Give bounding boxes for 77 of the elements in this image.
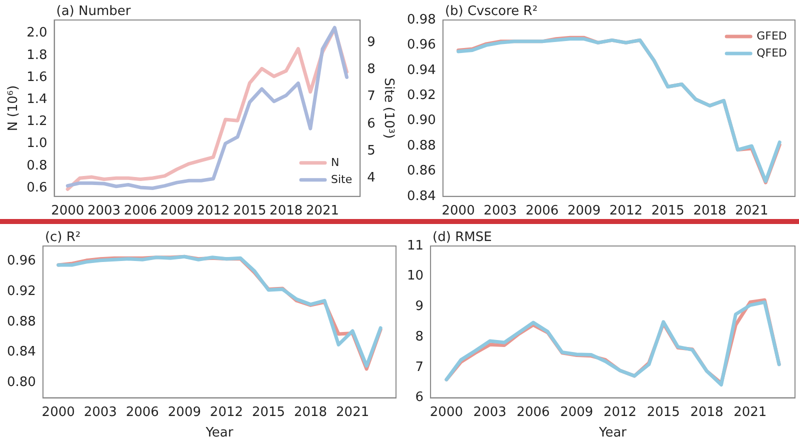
y-tick-label: 8 (415, 329, 424, 344)
y-tick-label: 2.0 (26, 26, 48, 41)
x-tick-label: 2009 (560, 404, 594, 420)
x-tick-label: 2012 (603, 404, 637, 420)
x-tick-label: 2021 (336, 404, 370, 420)
y-tick-label: 0.88 (6, 314, 36, 330)
y-tick-label: 0.8 (26, 158, 48, 174)
x-tick-label: 2018 (693, 204, 726, 219)
y2-axis-title: Site (10³) (380, 78, 396, 139)
x-tick-label: 2012 (196, 204, 230, 219)
x-tick-label: 2018 (294, 404, 328, 420)
y-tick-label: 1.6 (26, 70, 48, 85)
y-tick-label: 7 (415, 360, 424, 375)
chart-title: (c) R² (44, 230, 81, 245)
chart-title: (a) Number (56, 4, 132, 19)
legend-label: Site (331, 172, 352, 186)
y2-tick-label: 9 (367, 34, 376, 50)
y2-tick-label: 7 (367, 89, 376, 104)
x-tick-label: 2021 (734, 404, 767, 420)
x-tick-label: 2006 (124, 204, 157, 219)
x-tick-label: 2018 (270, 204, 303, 219)
y-tick-label: 0.86 (406, 164, 436, 179)
legend-label: GFED (756, 29, 787, 42)
y-tick-label: 0.92 (6, 284, 36, 299)
x-tick-label: 2015 (252, 404, 286, 420)
x-tick-label: 2012 (609, 204, 643, 219)
y-tick-label: 0.80 (6, 374, 36, 390)
x-tick-label: 2003 (484, 204, 517, 219)
x-tick-label: 2015 (233, 204, 266, 219)
x-tick-label: 2000 (442, 204, 475, 219)
y-tick-label: 1.2 (26, 114, 48, 130)
y-tick-label: 0.6 (26, 180, 48, 196)
x-tick-label: 2006 (126, 404, 159, 420)
x-tick-label: 2015 (651, 204, 684, 219)
chart-title: (b) Cvscore R² (444, 4, 538, 19)
x-tick-label: 2003 (473, 404, 506, 420)
y-tick-label: 1.4 (26, 92, 48, 108)
y-tick-label: 11 (406, 238, 424, 254)
x-tick-label: 2015 (646, 404, 680, 420)
y-tick-label: 1.8 (26, 48, 48, 63)
y-tick-label: 0.94 (406, 62, 436, 78)
x-tick-label: 2003 (87, 204, 121, 219)
x-tick-label: 2018 (690, 404, 724, 420)
x-tick-label: 2009 (168, 404, 201, 420)
x-tick-label: 2021 (306, 204, 340, 219)
y-tick-label: 10 (406, 268, 424, 284)
y-tick-label: 9 (415, 299, 424, 314)
y2-tick-label: 5 (367, 143, 376, 158)
x-tick-label: 2006 (526, 204, 559, 219)
y-tick-label: 0.96 (406, 38, 436, 53)
x-tick-label: 2003 (84, 404, 117, 420)
y-tick-label: 0.96 (6, 254, 36, 269)
y2-tick-label: 8 (367, 62, 376, 78)
y2-tick-label: 6 (367, 116, 376, 132)
y-tick-label: 0.84 (6, 344, 36, 360)
x-axis-title: Year (204, 426, 234, 441)
y-tick-label: 6 (415, 390, 424, 406)
legend-label: QFED (756, 46, 787, 60)
y-tick-label: 0.92 (406, 88, 436, 103)
y-tick-label: 0.88 (406, 138, 436, 154)
chart-title: (d) RMSE (432, 230, 492, 245)
y-axis-title: N (10⁶) (6, 85, 22, 132)
x-axis-title: Year (598, 426, 628, 441)
x-tick-label: 2006 (516, 404, 550, 420)
x-tick-label: 2000 (51, 204, 84, 219)
x-tick-label: 2009 (568, 204, 601, 219)
y2-tick-label: 4 (367, 170, 376, 186)
y-tick-label: 0.90 (406, 113, 436, 128)
x-tick-label: 2000 (430, 404, 463, 420)
x-tick-label: 2000 (42, 404, 75, 420)
y-tick-label: 1.0 (26, 136, 48, 152)
x-tick-label: 2021 (735, 204, 768, 219)
y-tick-label: 0.98 (406, 12, 436, 28)
x-tick-label: 2009 (160, 204, 194, 219)
x-tick-label: 2012 (210, 404, 244, 420)
legend-label: N (331, 156, 340, 169)
y-tick-label: 0.84 (406, 188, 436, 204)
